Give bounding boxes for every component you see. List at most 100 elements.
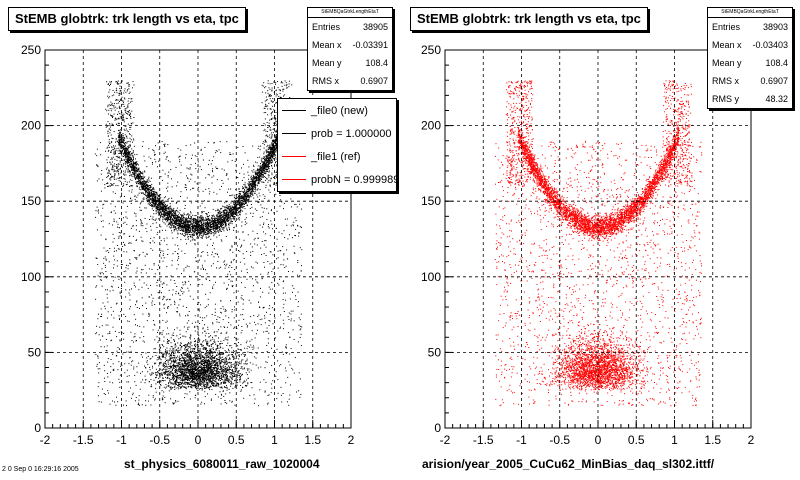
data-point — [197, 251, 199, 253]
data-point — [136, 163, 138, 165]
data-point — [161, 399, 163, 401]
data-point — [282, 393, 284, 394]
data-point — [117, 185, 119, 187]
data-point — [233, 367, 235, 369]
data-point — [170, 275, 172, 277]
data-point — [120, 138, 122, 140]
data-point — [276, 143, 278, 145]
data-point — [169, 358, 171, 360]
data-point — [204, 260, 206, 262]
data-point — [289, 298, 291, 300]
data-point — [167, 219, 169, 221]
data-point — [252, 190, 254, 192]
data-point — [139, 175, 141, 177]
data-point — [168, 350, 170, 352]
data-point — [224, 221, 226, 223]
data-point — [221, 215, 223, 217]
data-point — [206, 353, 208, 355]
data-point — [123, 233, 125, 235]
data-point — [157, 231, 159, 233]
data-point — [253, 176, 255, 178]
data-point — [226, 326, 228, 328]
data-point — [116, 92, 118, 94]
data-point — [184, 221, 186, 223]
data-point — [252, 348, 254, 350]
data-point — [221, 368, 223, 369]
data-point — [134, 174, 136, 176]
data-point — [224, 402, 226, 403]
data-point — [119, 163, 121, 165]
data-point — [268, 212, 270, 214]
data-point — [280, 199, 282, 201]
data-point — [232, 369, 233, 371]
data-point — [166, 205, 168, 207]
data-point — [209, 386, 211, 388]
data-point — [119, 107, 120, 109]
data-point — [115, 303, 117, 305]
data-point — [230, 372, 232, 373]
data-point — [288, 271, 289, 272]
data-point — [168, 217, 169, 219]
data-point — [260, 273, 262, 275]
data-point — [238, 324, 239, 326]
data-point — [227, 161, 229, 163]
data-point — [194, 376, 196, 378]
data-point — [180, 386, 182, 388]
data-point — [135, 318, 137, 320]
data-point — [168, 365, 170, 367]
data-point — [205, 381, 207, 383]
data-point — [106, 110, 108, 112]
data-point — [242, 253, 244, 255]
data-point — [162, 344, 164, 346]
data-point — [170, 353, 172, 355]
data-point — [126, 163, 128, 165]
data-point — [252, 145, 254, 147]
data-point — [165, 384, 167, 386]
data-point — [261, 91, 263, 93]
data-point — [208, 219, 209, 221]
data-point — [226, 219, 228, 221]
data-point — [185, 227, 187, 228]
data-point — [229, 380, 231, 382]
data-point — [175, 383, 177, 385]
data-point — [119, 93, 121, 95]
data-point — [155, 195, 157, 197]
data-point — [265, 240, 267, 242]
data-point — [233, 350, 235, 352]
data-point — [167, 352, 169, 354]
data-point — [146, 284, 148, 286]
data-point — [197, 348, 199, 350]
data-point — [219, 222, 221, 224]
data-point — [143, 177, 145, 179]
data-point — [126, 141, 128, 143]
data-point — [292, 285, 294, 287]
data-point — [179, 315, 181, 317]
data-point — [123, 141, 125, 143]
data-point — [169, 223, 171, 224]
data-point — [187, 168, 189, 170]
data-point — [245, 221, 246, 223]
data-point — [247, 234, 249, 236]
data-point — [231, 347, 233, 349]
data-point — [218, 231, 220, 233]
data-point — [95, 286, 97, 288]
data-point — [125, 155, 127, 157]
data-point — [257, 201, 259, 203]
data-point — [218, 149, 220, 151]
data-point — [109, 123, 111, 125]
data-point — [171, 224, 173, 225]
data-point — [264, 367, 266, 369]
data-point — [164, 218, 166, 220]
data-point — [235, 354, 237, 356]
data-point — [143, 182, 145, 184]
data-point — [207, 384, 209, 386]
data-point — [126, 148, 128, 150]
data-point — [239, 373, 241, 374]
data-point — [244, 347, 246, 349]
data-point — [206, 375, 208, 377]
data-point — [218, 211, 220, 213]
data-point — [270, 177, 272, 179]
data-point — [298, 301, 299, 303]
data-point — [187, 314, 189, 316]
data-point — [167, 175, 169, 176]
